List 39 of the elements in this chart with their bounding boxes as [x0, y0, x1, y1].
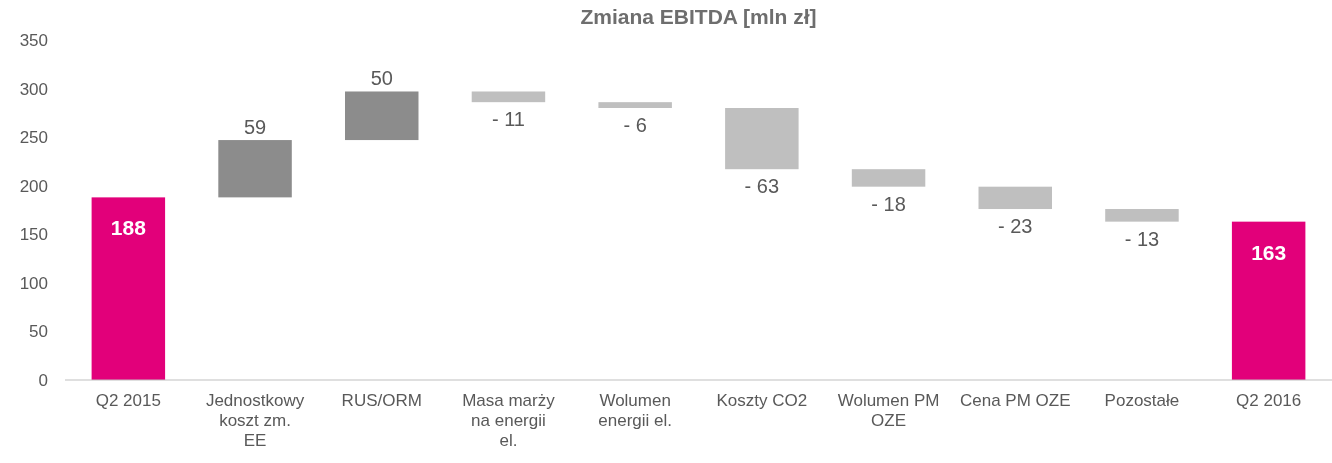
bar — [598, 102, 672, 108]
x-tick-label: Koszty CO2 — [716, 391, 808, 410]
data-label: 163 — [1251, 240, 1287, 264]
bar — [1105, 209, 1179, 222]
chart-title: Zmiana EBITDA [mln zł] — [580, 5, 817, 28]
data-label: - 11 — [491, 108, 525, 131]
bar — [725, 108, 799, 170]
bar — [91, 197, 166, 380]
data-label: - 23 — [998, 215, 1033, 238]
y-tick-label: 200 — [19, 176, 48, 196]
bar — [471, 91, 546, 103]
data-label: - 18 — [871, 192, 906, 215]
x-tick-label: Wolumen energii el. — [598, 391, 673, 430]
bar — [345, 91, 419, 141]
y-tick-label: 100 — [19, 273, 48, 293]
x-tick-label: Masa marży na energii el. — [462, 391, 556, 450]
y-tick-label: 0 — [38, 371, 48, 390]
x-tick-label: Wolumen PM OZE — [837, 391, 940, 430]
x-tick-label: RUS/ORM — [341, 391, 422, 410]
data-label: - 63 — [744, 175, 780, 198]
x-tick-label: Jednostkowy koszt zm. EE — [205, 391, 305, 450]
data-label: - 13 — [1124, 227, 1160, 250]
x-tick-label: Cena PM OZE — [959, 391, 1071, 410]
x-tick-label: Pozostałe — [1104, 391, 1180, 410]
y-tick-label: 300 — [19, 79, 48, 99]
y-tick-label: 50 — [29, 322, 48, 342]
bar — [218, 140, 292, 198]
x-tick-label: Q2 2015 — [95, 391, 161, 410]
data-label: 59 — [243, 116, 267, 139]
y-tick-label: 150 — [19, 225, 48, 245]
x-tick-label: Q2 2016 — [1236, 391, 1302, 410]
data-label: 188 — [110, 216, 147, 240]
bar — [851, 169, 926, 187]
bar — [978, 186, 1052, 210]
data-label: 50 — [370, 67, 393, 90]
y-tick-label: 250 — [19, 128, 48, 148]
bar — [1231, 221, 1306, 380]
data-label: - 6 — [623, 114, 647, 136]
y-tick-label: 350 — [19, 31, 48, 50]
